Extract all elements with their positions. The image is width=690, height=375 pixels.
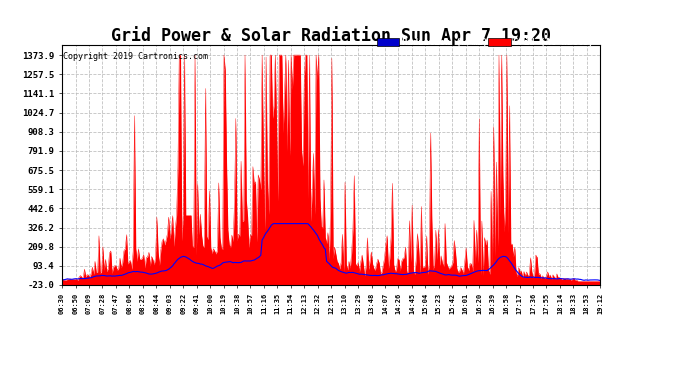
Legend: Radiation (w/m2), Grid (AC Watts): Radiation (w/m2), Grid (AC Watts) (375, 36, 595, 49)
Title: Grid Power & Solar Radiation Sun Apr 7 19:20: Grid Power & Solar Radiation Sun Apr 7 1… (111, 26, 551, 45)
Text: Copyright 2019 Cartronics.com: Copyright 2019 Cartronics.com (63, 52, 208, 61)
